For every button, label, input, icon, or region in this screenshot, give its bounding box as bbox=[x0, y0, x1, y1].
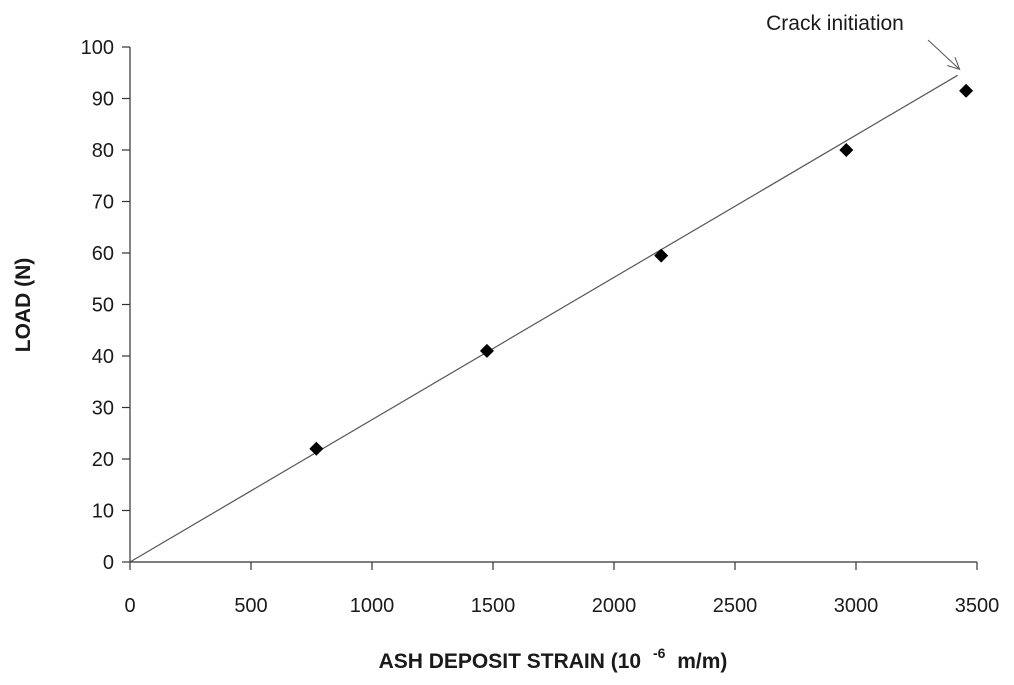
trend-line bbox=[129, 74, 958, 563]
x-tick-label: 500 bbox=[234, 595, 267, 617]
annotation-arrowhead bbox=[947, 57, 961, 71]
y-tick-label: 80 bbox=[92, 140, 114, 162]
x-axis-title: ASH DEPOSIT STRAIN (10 -6 m/m) bbox=[379, 640, 728, 673]
x-axis-title-exponent: -6 bbox=[653, 645, 666, 661]
data-point bbox=[309, 441, 324, 456]
data-point bbox=[959, 83, 974, 98]
y-tick-label: 90 bbox=[92, 89, 114, 111]
annotation-arrow bbox=[927, 39, 960, 70]
annotations: Crack initiation bbox=[766, 12, 961, 71]
data-point bbox=[654, 248, 669, 263]
y-tick-label: 100 bbox=[81, 37, 114, 59]
y-tick-label: 0 bbox=[103, 552, 114, 574]
x-tick-label: 3000 bbox=[834, 595, 879, 617]
x-axis-title-main: ASH DEPOSIT STRAIN (10 bbox=[379, 650, 642, 673]
y-tick-label: 20 bbox=[92, 449, 114, 471]
x-tick-label: 1000 bbox=[350, 595, 395, 617]
x-tick-label: 1500 bbox=[471, 595, 516, 617]
trendline-layer bbox=[129, 74, 958, 563]
y-tick-label: 50 bbox=[92, 295, 114, 317]
x-axis-title-unit: m/m) bbox=[677, 650, 727, 673]
y-axis-title: LOAD (N) bbox=[12, 258, 35, 352]
x-tick-label: 3500 bbox=[955, 595, 1000, 617]
data-point bbox=[479, 343, 494, 358]
data-point bbox=[839, 143, 854, 157]
x-tick-label: 2500 bbox=[713, 595, 758, 617]
y-tick-label: 70 bbox=[92, 192, 114, 214]
x-tick-label: 2000 bbox=[592, 595, 637, 617]
y-tick-label: 10 bbox=[92, 501, 114, 523]
annotation-label: Crack initiation bbox=[766, 12, 904, 35]
x-tick-label: 0 bbox=[124, 595, 135, 617]
y-tick-label: 30 bbox=[92, 398, 114, 420]
y-tick-label: 60 bbox=[92, 243, 114, 265]
data-points bbox=[309, 83, 974, 456]
y-tick-label: 40 bbox=[92, 346, 114, 368]
